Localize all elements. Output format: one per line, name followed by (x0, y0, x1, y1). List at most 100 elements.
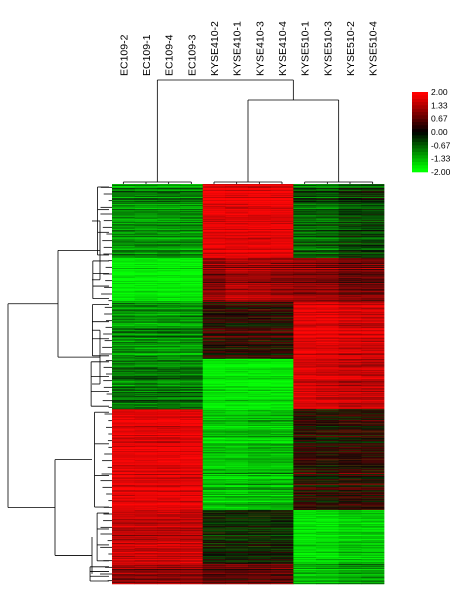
heatmap-cell (134, 188, 158, 190)
heatmap-cell (248, 274, 271, 276)
heatmap-cell (202, 256, 226, 258)
heatmap-cell (270, 271, 294, 272)
heatmap-cell (225, 244, 249, 246)
heatmap-cell (157, 252, 181, 253)
heatmap-cell (270, 239, 294, 240)
heatmap-cell (202, 215, 226, 217)
heatmap-cell (338, 187, 362, 188)
heatmap-cell (316, 275, 339, 276)
heatmap-cell (248, 298, 271, 300)
heatmap-cell (202, 213, 226, 214)
heatmap-cell (157, 221, 181, 222)
heatmap-cell (316, 269, 339, 270)
heatmap-cell (316, 259, 339, 261)
heatmap-cell (112, 186, 135, 187)
heatmap-cell (225, 263, 249, 264)
heatmap-cell (225, 189, 249, 190)
heatmap-cell (225, 216, 249, 218)
heatmap-cell (316, 194, 339, 196)
heatmap-cell (225, 194, 249, 195)
heatmap-cell (248, 245, 271, 246)
heatmap-cell (248, 276, 271, 278)
heatmap-cell (270, 220, 294, 221)
heatmap-cell (134, 209, 158, 210)
heatmap-cell (270, 252, 294, 254)
heatmap-cell (180, 247, 203, 249)
heatmap-cell (202, 270, 226, 272)
heatmap-cell (112, 242, 135, 244)
heatmap-cell (112, 203, 135, 204)
heatmap-cell (361, 293, 385, 294)
heatmap-cell (248, 286, 271, 288)
heatmap-cell (293, 206, 317, 208)
heatmap-cell (225, 284, 249, 285)
heatmap-cell (112, 228, 135, 229)
heatmap-cell (338, 208, 362, 210)
heatmap-cell (248, 274, 271, 275)
heatmap-cell (225, 208, 249, 210)
heatmap-cell (112, 278, 135, 280)
heatmap-cell (202, 304, 226, 305)
heatmap-cell (361, 213, 385, 215)
heatmap-cell (202, 260, 226, 262)
heatmap-cell (248, 191, 271, 192)
heatmap-cell (202, 197, 226, 198)
heatmap-cell (293, 289, 317, 290)
heatmap-cell (202, 282, 226, 284)
heatmap-cell (293, 273, 317, 274)
heatmap-cell (112, 196, 135, 198)
heatmap-cell (134, 293, 158, 295)
heatmap-cell (338, 287, 362, 289)
heatmap-cell (338, 297, 362, 299)
heatmap-cell (134, 222, 158, 224)
heatmap-cell (270, 274, 294, 276)
heatmap-cell (225, 307, 249, 308)
heatmap-cell (112, 212, 135, 214)
heatmap-cell (202, 210, 226, 211)
heatmap-cell (202, 256, 226, 257)
heatmap-cell (225, 193, 249, 194)
heatmap-cell (180, 255, 203, 257)
heatmap-cell (180, 240, 203, 242)
heatmap-cell (157, 268, 181, 270)
heatmap-cell (248, 263, 271, 265)
heatmap-cell (338, 287, 362, 289)
heatmap-cell (293, 242, 317, 244)
heatmap-cell (202, 220, 226, 222)
heatmap-cell (112, 293, 135, 295)
heatmap-cell (270, 280, 294, 282)
heatmap-cell (180, 219, 203, 221)
heatmap-cell (225, 202, 249, 203)
heatmap-cell (225, 243, 249, 244)
heatmap-cell (270, 282, 294, 284)
heatmap-cell (293, 214, 317, 216)
heatmap-cell (248, 285, 271, 286)
heatmap-cell (112, 224, 135, 225)
heatmap-cell (361, 212, 385, 214)
heatmap-cell (270, 257, 294, 259)
heatmap-cell (361, 245, 385, 247)
heatmap-cell (180, 234, 203, 236)
heatmap-cell (157, 220, 181, 222)
heatmap-cell (248, 220, 271, 222)
heatmap-cell (270, 227, 294, 228)
heatmap-cell (248, 240, 271, 241)
heatmap-cell (316, 226, 339, 228)
heatmap-cell (270, 229, 294, 230)
heatmap-cell (225, 215, 249, 216)
heatmap-cell (316, 254, 339, 255)
heatmap-cell (157, 237, 181, 238)
heatmap-cell (293, 239, 317, 240)
heatmap-cell (157, 204, 181, 206)
heatmap-cell (112, 195, 135, 196)
heatmap-cell (338, 265, 362, 267)
heatmap-cell (157, 279, 181, 280)
heatmap-cell (270, 249, 294, 250)
heatmap-cell (202, 191, 226, 193)
heatmap-cell (248, 304, 271, 305)
heatmap-cell (270, 265, 294, 266)
heatmap-cell (270, 283, 294, 285)
heatmap-cell (338, 186, 362, 187)
heatmap-cell (293, 302, 317, 303)
heatmap-cell (248, 254, 271, 255)
